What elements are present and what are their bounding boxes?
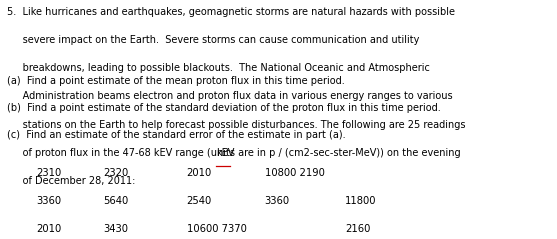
Text: 5.  Like hurricanes and earthquakes, geomagnetic storms are natural hazards with: 5. Like hurricanes and earthquakes, geom… (7, 7, 455, 17)
Text: 2160: 2160 (345, 224, 371, 234)
Text: 3430: 3430 (103, 224, 128, 234)
Text: (a)  Find a point estimate of the mean proton flux in this time period.: (a) Find a point estimate of the mean pr… (7, 76, 344, 86)
Text: 10800 2190: 10800 2190 (265, 168, 324, 179)
Text: severe impact on the Earth.  Severe storms can cause communication and utility: severe impact on the Earth. Severe storm… (7, 35, 419, 45)
Text: 10600 7370: 10600 7370 (187, 224, 246, 234)
Text: 2540: 2540 (187, 196, 212, 206)
Text: (b)  Find a point estimate of the standard deviation of the proton flux in this : (b) Find a point estimate of the standar… (7, 103, 441, 113)
Text: 5640: 5640 (103, 196, 128, 206)
Text: 2310: 2310 (36, 168, 61, 179)
Text: (c)  Find an estimate of the standard error of the estimate in part (a).: (c) Find an estimate of the standard err… (7, 130, 345, 140)
Text: of December 28, 2011:: of December 28, 2011: (7, 176, 135, 186)
Text: 3360: 3360 (36, 196, 61, 206)
Text: breakdowns, leading to possible blackouts.  The National Oceanic and Atmospheric: breakdowns, leading to possible blackout… (7, 63, 429, 73)
Text: 2010: 2010 (187, 168, 212, 179)
Text: Administration beams electron and proton flux data in various energy ranges to v: Administration beams electron and proton… (7, 91, 452, 101)
Text: 2320: 2320 (103, 168, 128, 179)
Text: 2010: 2010 (36, 224, 61, 234)
Text: of proton flux in the 47-68 kEV range (units are in p / (cm2-sec-ster-MeV)) on t: of proton flux in the 47-68 kEV range (u… (7, 148, 460, 158)
Text: 11800: 11800 (345, 196, 377, 206)
Text: stations on the Earth to help forecast possible disturbances. The following are : stations on the Earth to help forecast p… (7, 120, 465, 130)
Text: 3360: 3360 (265, 196, 290, 206)
Text: kEV: kEV (216, 148, 234, 158)
